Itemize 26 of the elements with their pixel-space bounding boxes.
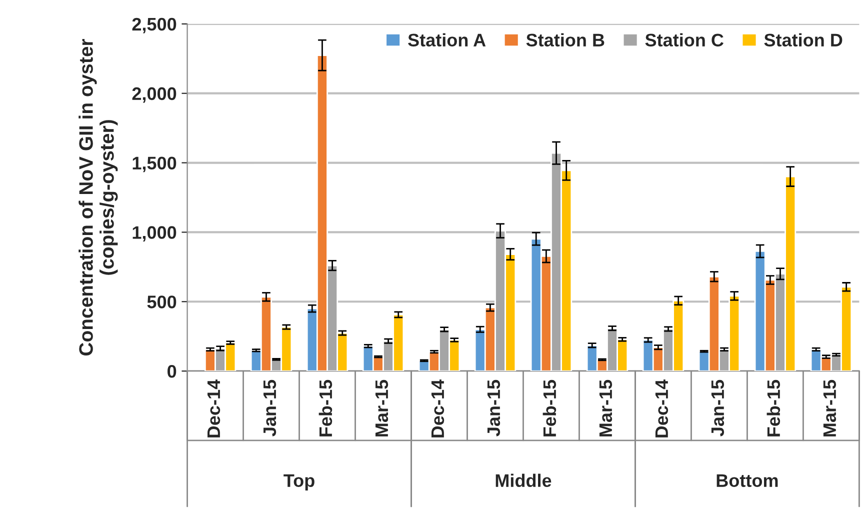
text: Bottom (716, 474, 778, 487)
legend-label: Station B (526, 33, 604, 46)
x-tick-label: Dec-14 (208, 379, 220, 438)
legend-label: Station D (764, 33, 842, 46)
legend-label: Station A (408, 33, 486, 46)
y-tick-label: 2,000 (132, 87, 176, 103)
y-tick-label: 500 (147, 296, 176, 308)
x-tick-label: Mar-15 (599, 380, 612, 436)
x-tick-label: Jan-15 (711, 380, 724, 436)
text: Middle (496, 474, 552, 487)
x-tick-label: Dec-14 (431, 379, 444, 438)
x-tick-label: Feb-15 (542, 380, 556, 436)
y-tick-label: 1,000 (132, 226, 176, 242)
legend-label: Station C (645, 33, 724, 46)
x-tick-label: Feb-15 (318, 380, 332, 436)
x-tick-label: Jan-15 (264, 380, 276, 436)
x-tick-label: Mar-15 (376, 380, 388, 436)
y-tick-label: 1,500 (132, 156, 176, 172)
y-axis-title: Concentration of NoV GII in oyster (copies/g-oyster) (78, 38, 118, 356)
y-tick-label: 0 (168, 364, 176, 378)
x-tick-label: Feb-15 (766, 380, 780, 436)
x-tick-label: Jan-15 (487, 380, 500, 436)
y-tick-label: 2,500 (132, 18, 176, 34)
x-tick-label: Mar-15 (823, 380, 836, 436)
text: Top (284, 474, 314, 491)
x-tick-label: Dec-14 (655, 379, 668, 438)
